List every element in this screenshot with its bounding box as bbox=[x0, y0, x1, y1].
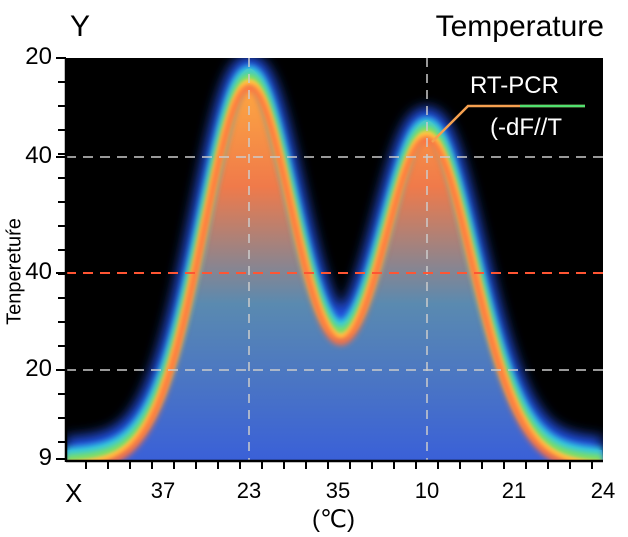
annotation-line2: (-dF//T bbox=[490, 114, 562, 141]
y-tick-label: 40 bbox=[25, 258, 52, 285]
y-axis-letter: Y bbox=[70, 10, 91, 43]
x-axis-label: (℃) bbox=[312, 506, 355, 533]
curve-area bbox=[66, 68, 603, 461]
annotation-line1: RT-PCR bbox=[470, 72, 559, 99]
x-tick-label: 24 bbox=[590, 478, 616, 503]
x-tick-label: 21 bbox=[501, 478, 527, 503]
y-tick-label: 20 bbox=[25, 43, 52, 70]
y-tick-label: 9 bbox=[38, 444, 52, 471]
y-tick-label: 20 bbox=[25, 355, 52, 382]
x-tick-label: 37 bbox=[150, 478, 176, 503]
curve-band-orange bbox=[101, 83, 571, 461]
y-axis-label: Tenperetuŕe bbox=[3, 218, 26, 325]
x-tick-label: 35 bbox=[325, 478, 351, 503]
x-tick-label: 10 bbox=[414, 478, 440, 503]
x-axis-letter: X bbox=[65, 478, 83, 508]
y-tick-label: 40 bbox=[25, 142, 52, 169]
x-tick-label: 23 bbox=[236, 478, 262, 503]
chart-title: Temperature bbox=[435, 10, 604, 43]
